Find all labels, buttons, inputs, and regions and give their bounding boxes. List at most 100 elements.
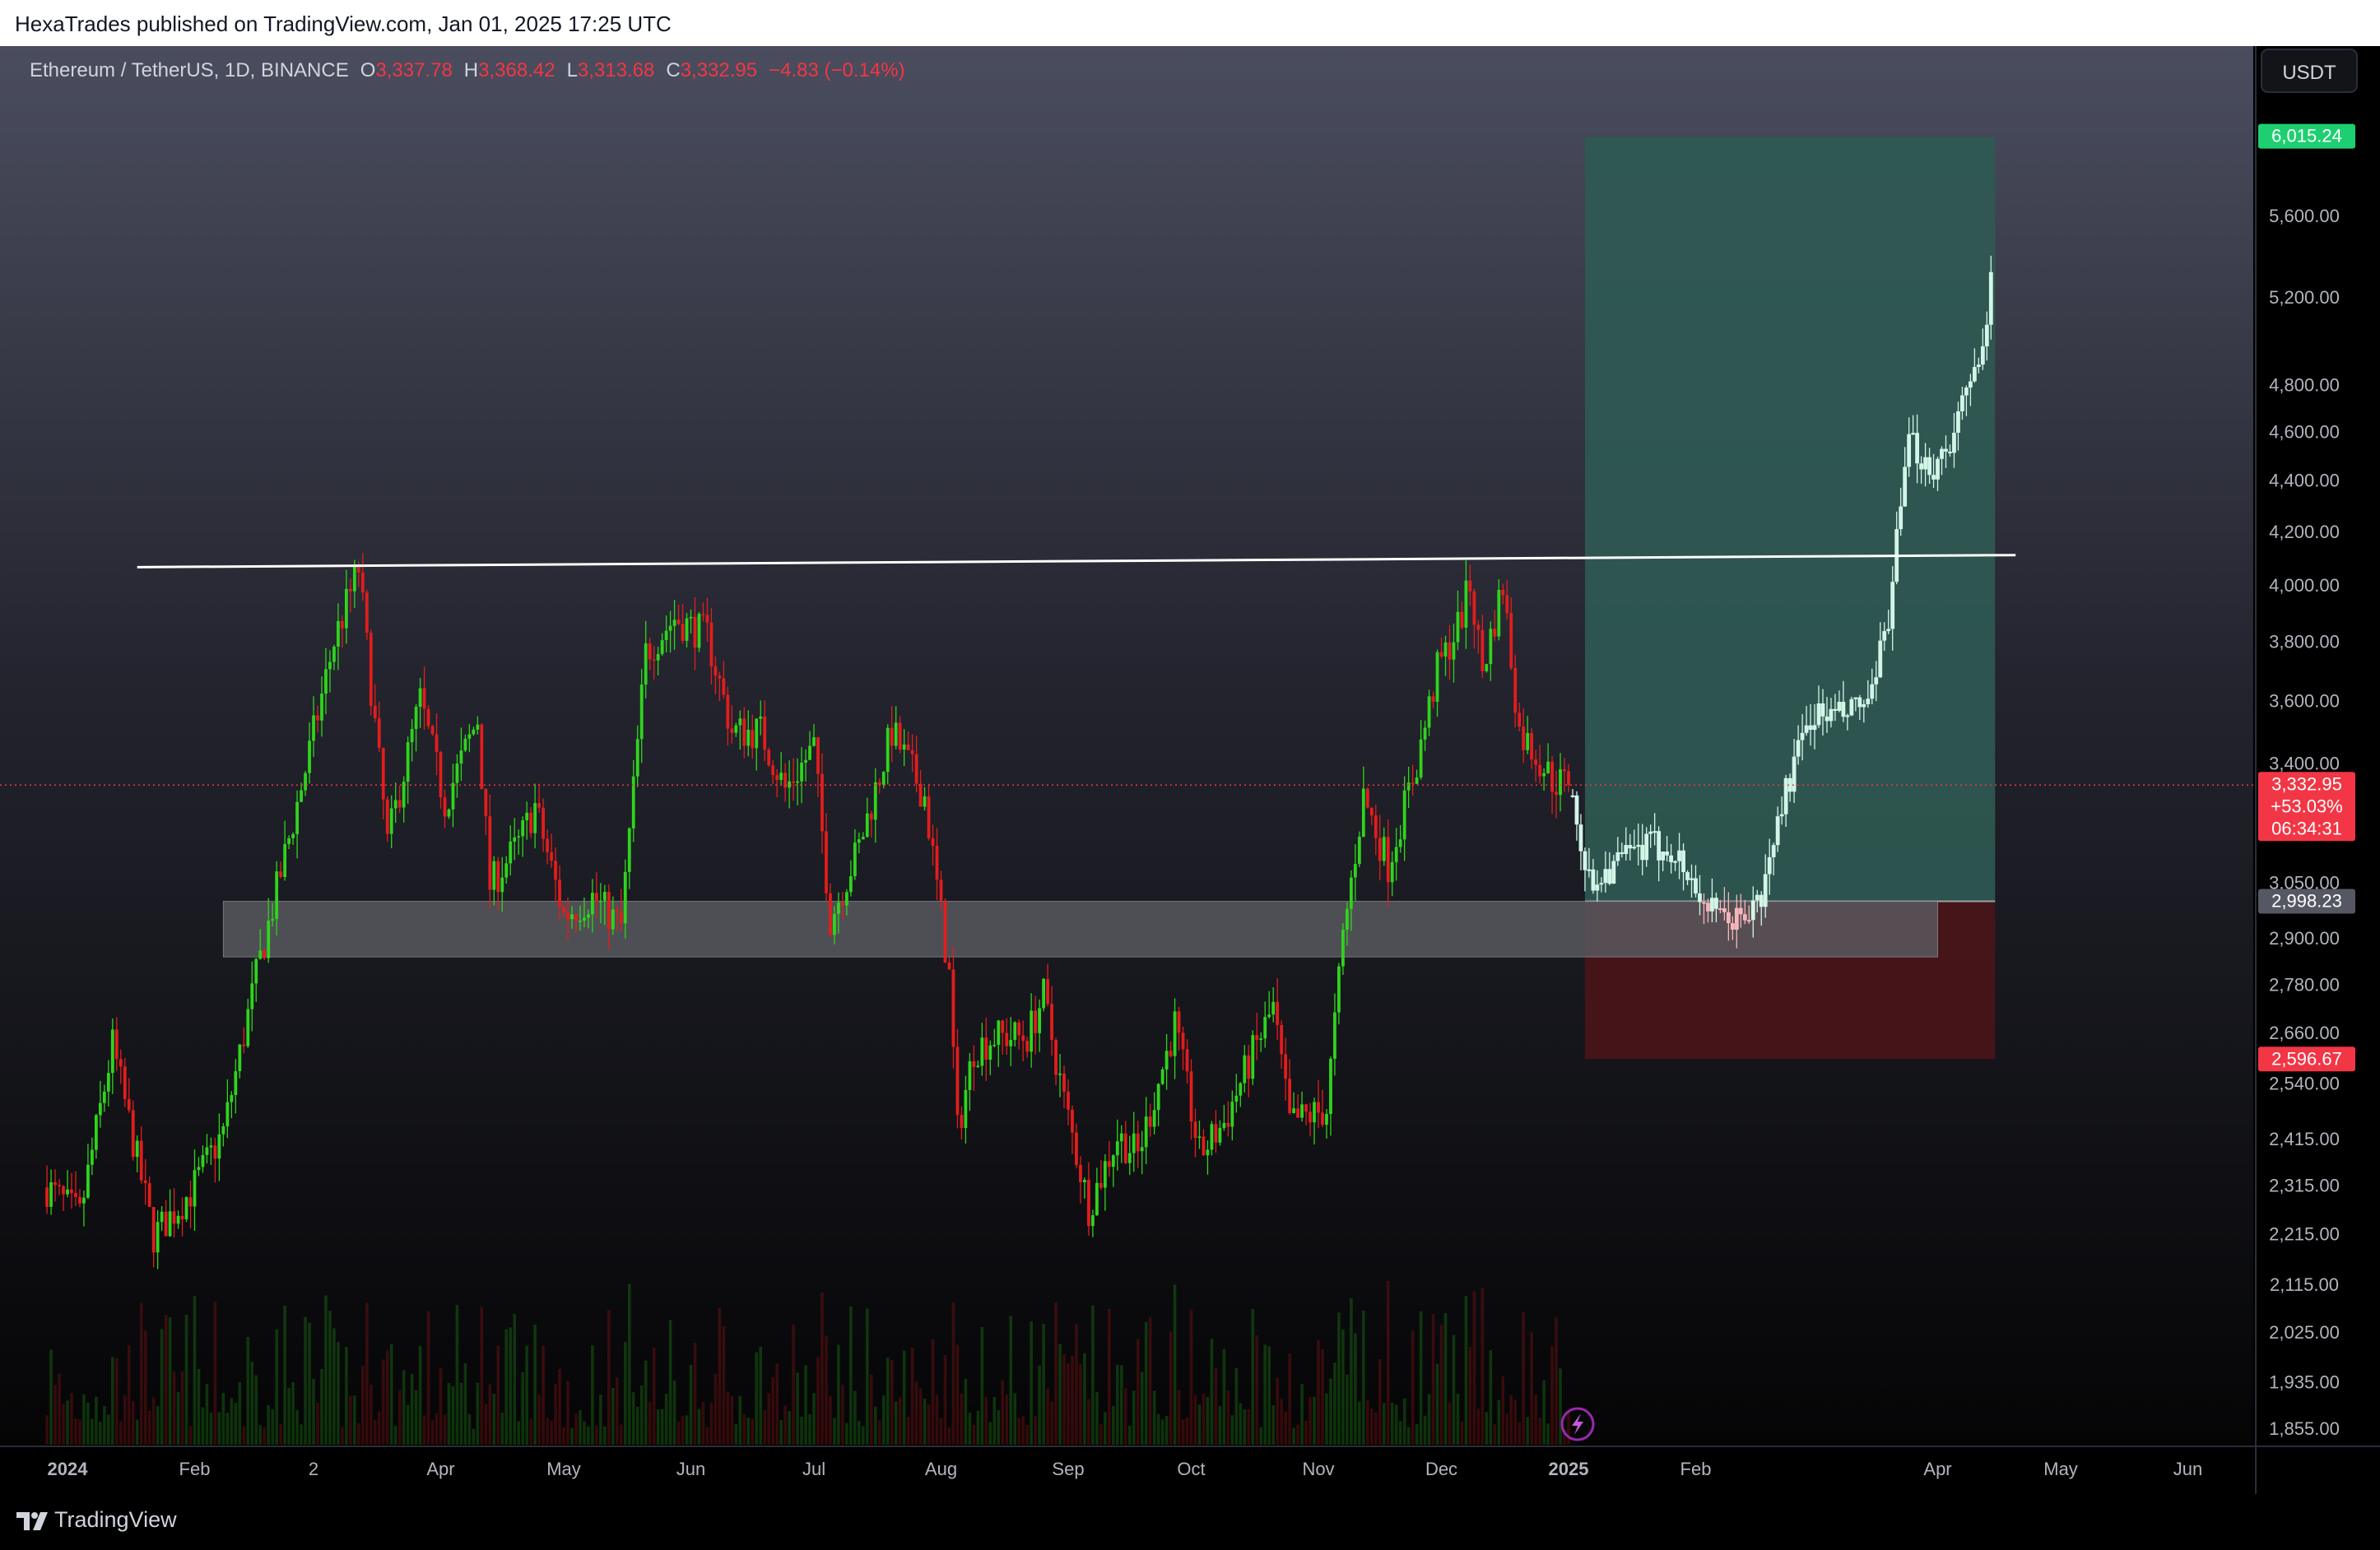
candle-body [287, 838, 291, 844]
price-axis[interactable]: 1,855.00 1,935.00 2,025.00 2,115.00 2,215.00… [2269, 206, 2340, 1439]
volume-bar [111, 1357, 114, 1445]
volume-bar [304, 1316, 307, 1445]
volume-bar [1210, 1339, 1214, 1445]
volume-bar [217, 1412, 221, 1445]
volume-bar [406, 1404, 410, 1445]
candle [1243, 1045, 1247, 1093]
candle-body [98, 1102, 102, 1116]
volume-bar [1087, 1399, 1090, 1445]
candle [968, 1052, 972, 1111]
volume-bar [1481, 1288, 1485, 1445]
volume-bar [619, 1424, 623, 1445]
volume-bar [337, 1342, 340, 1445]
projection-bar [1796, 725, 1801, 765]
projection-bar [1849, 696, 1854, 717]
candle [1202, 1129, 1206, 1157]
lightning-icon[interactable] [1560, 1407, 1595, 1441]
volume-bar [271, 1408, 274, 1445]
candle-body [365, 592, 369, 633]
candle-body [972, 1060, 976, 1067]
candle [639, 669, 644, 763]
candle [451, 763, 455, 828]
volume-bar [1001, 1380, 1005, 1445]
projection-bar [1746, 905, 1751, 924]
projection-body [1636, 844, 1641, 847]
volume-bar [607, 1310, 611, 1445]
projection-bar [1870, 668, 1875, 705]
projection-body [1923, 457, 1927, 470]
candle [250, 961, 254, 1032]
volume-bar [1329, 1378, 1332, 1445]
candle-body [1123, 1133, 1127, 1163]
projection-bar [1681, 843, 1685, 891]
candle [365, 589, 369, 641]
candle [418, 678, 422, 728]
x-tick-label: Jun [676, 1459, 705, 1479]
time-axis[interactable]: 2024 Feb 2 Apr May Jun Jul Aug Sep Oct Nov Dec 2025 F… [48, 1459, 2203, 1479]
projection-bar [1661, 852, 1666, 872]
candle [467, 723, 472, 753]
volume-bar [587, 1426, 590, 1445]
volume-bar [91, 1418, 94, 1445]
volume-bar [287, 1388, 291, 1445]
projection-body [1595, 884, 1600, 891]
volume-bar [472, 1428, 476, 1445]
projection-bar [1919, 456, 1923, 484]
projection-bar [1607, 852, 1612, 886]
candle [443, 789, 447, 828]
candle-body [1415, 777, 1419, 784]
volume-bar [86, 1402, 90, 1445]
candle-body [45, 1187, 49, 1207]
candle [635, 725, 639, 787]
candle [439, 750, 443, 809]
volume-bar [1164, 1415, 1169, 1445]
candle-body [509, 841, 513, 864]
candle-body [591, 893, 594, 915]
projection-bar [1882, 622, 1887, 652]
candle-body [234, 1071, 238, 1096]
candle [1091, 1209, 1095, 1237]
candle-body [1013, 1022, 1017, 1041]
volume-bar [1382, 1403, 1386, 1445]
volume-bar [635, 1406, 639, 1445]
volume-bar [746, 1417, 751, 1445]
projection-body [1878, 640, 1883, 678]
candle-body [788, 781, 792, 788]
candle-body [812, 737, 816, 746]
projection-body [1800, 732, 1805, 740]
candle [1300, 1091, 1304, 1122]
projection-body [1816, 703, 1821, 726]
candle [1119, 1125, 1123, 1163]
candle-body [209, 1145, 213, 1148]
candle [1378, 814, 1382, 880]
volume-bar [1497, 1399, 1501, 1445]
candle-body [344, 588, 348, 629]
volume-bar [1005, 1394, 1009, 1445]
candle [976, 1060, 980, 1069]
candle-body [447, 809, 451, 817]
projection-bar [1944, 435, 1948, 468]
candle [1415, 769, 1419, 785]
candle-body [1042, 978, 1045, 1009]
candle-body [1435, 652, 1439, 702]
candle-body [562, 907, 565, 913]
projection-bar [1742, 899, 1747, 925]
candle-body [1132, 1133, 1136, 1153]
volume-bar [595, 1425, 598, 1445]
candle-body [775, 775, 779, 780]
stop-price-badge-bg [2258, 1046, 2355, 1072]
price-chart[interactable]: 1,855.00 1,935.00 2,025.00 2,115.00 2,215.00… [0, 46, 2380, 1494]
volume-bar [99, 1422, 102, 1445]
candle [664, 615, 668, 652]
candle [295, 790, 299, 859]
candle-body [615, 909, 619, 912]
candle-body [283, 843, 287, 877]
currency-button[interactable]: USDT [2261, 49, 2358, 93]
volume-bar [443, 1414, 447, 1445]
volume-bar [1267, 1346, 1271, 1445]
candle-body [1374, 815, 1378, 838]
volume-bar [1288, 1353, 1291, 1445]
candle-body [377, 718, 381, 749]
projection-body [1841, 702, 1846, 717]
projection-bar [1923, 443, 1927, 487]
